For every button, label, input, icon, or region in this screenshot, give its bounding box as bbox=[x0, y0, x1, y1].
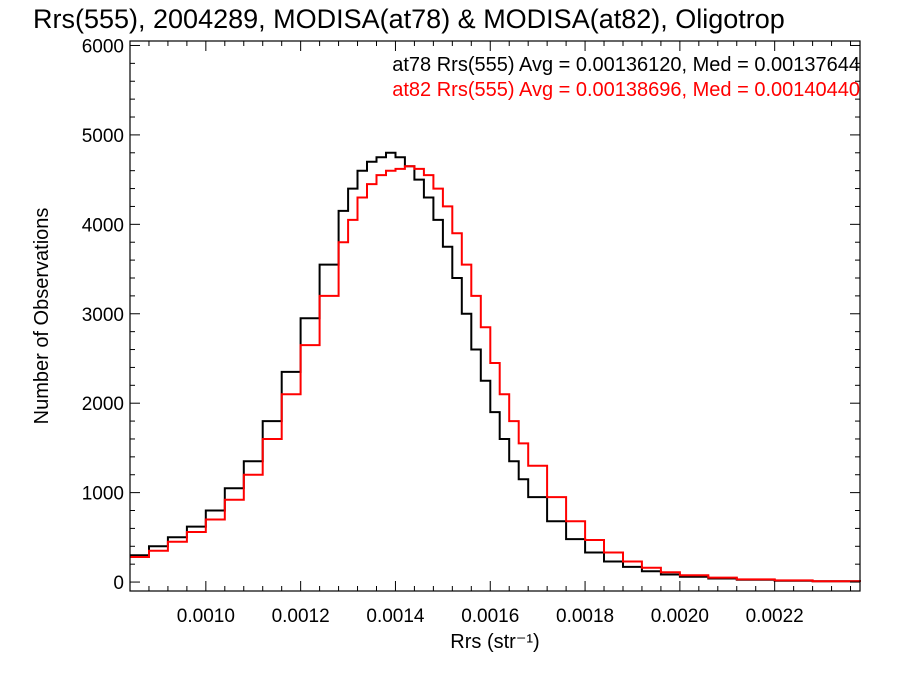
x-tick-label: 0.0022 bbox=[746, 606, 804, 627]
x-tick-label: 0.0020 bbox=[651, 606, 709, 627]
y-tick-label: 1000 bbox=[82, 484, 124, 505]
x-tick-label: 0.0018 bbox=[556, 606, 614, 627]
x-tick-label: 0.0010 bbox=[177, 606, 235, 627]
annotation-at82: at82 Rrs(555) Avg = 0.00138696, Med = 0.… bbox=[392, 79, 860, 101]
x-tick-label: 0.0016 bbox=[461, 606, 519, 627]
ticks-layer: 0.0010 0.0012 0.0014 0.0016 0.0018 0.0020 0.00… bbox=[82, 36, 860, 627]
y-tick-label: 6000 bbox=[82, 36, 124, 57]
series-layer bbox=[130, 151, 861, 583]
annotation-at78: at78 Rrs(555) Avg = 0.00136120, Med = 0.… bbox=[392, 54, 860, 76]
series-line-0 bbox=[130, 151, 861, 583]
y-tick-label: 2000 bbox=[82, 394, 124, 415]
chart-title: Rrs(555), 2004289, MODISA(at78) & MODISA… bbox=[33, 4, 785, 34]
x-tick-label: 0.0012 bbox=[272, 606, 330, 627]
y-axis-label: Number of Observations bbox=[31, 208, 53, 425]
series-line-1 bbox=[130, 165, 861, 583]
x-tick-label: 0.0014 bbox=[366, 606, 425, 627]
y-tick-label: 0 bbox=[113, 573, 124, 594]
y-tick-label: 4000 bbox=[82, 215, 124, 236]
x-axis-label: Rrs (str⁻¹) bbox=[450, 631, 539, 653]
plot-frame bbox=[129, 40, 861, 592]
y-tick-label: 5000 bbox=[82, 126, 124, 147]
y-tick-label: 3000 bbox=[82, 305, 124, 326]
